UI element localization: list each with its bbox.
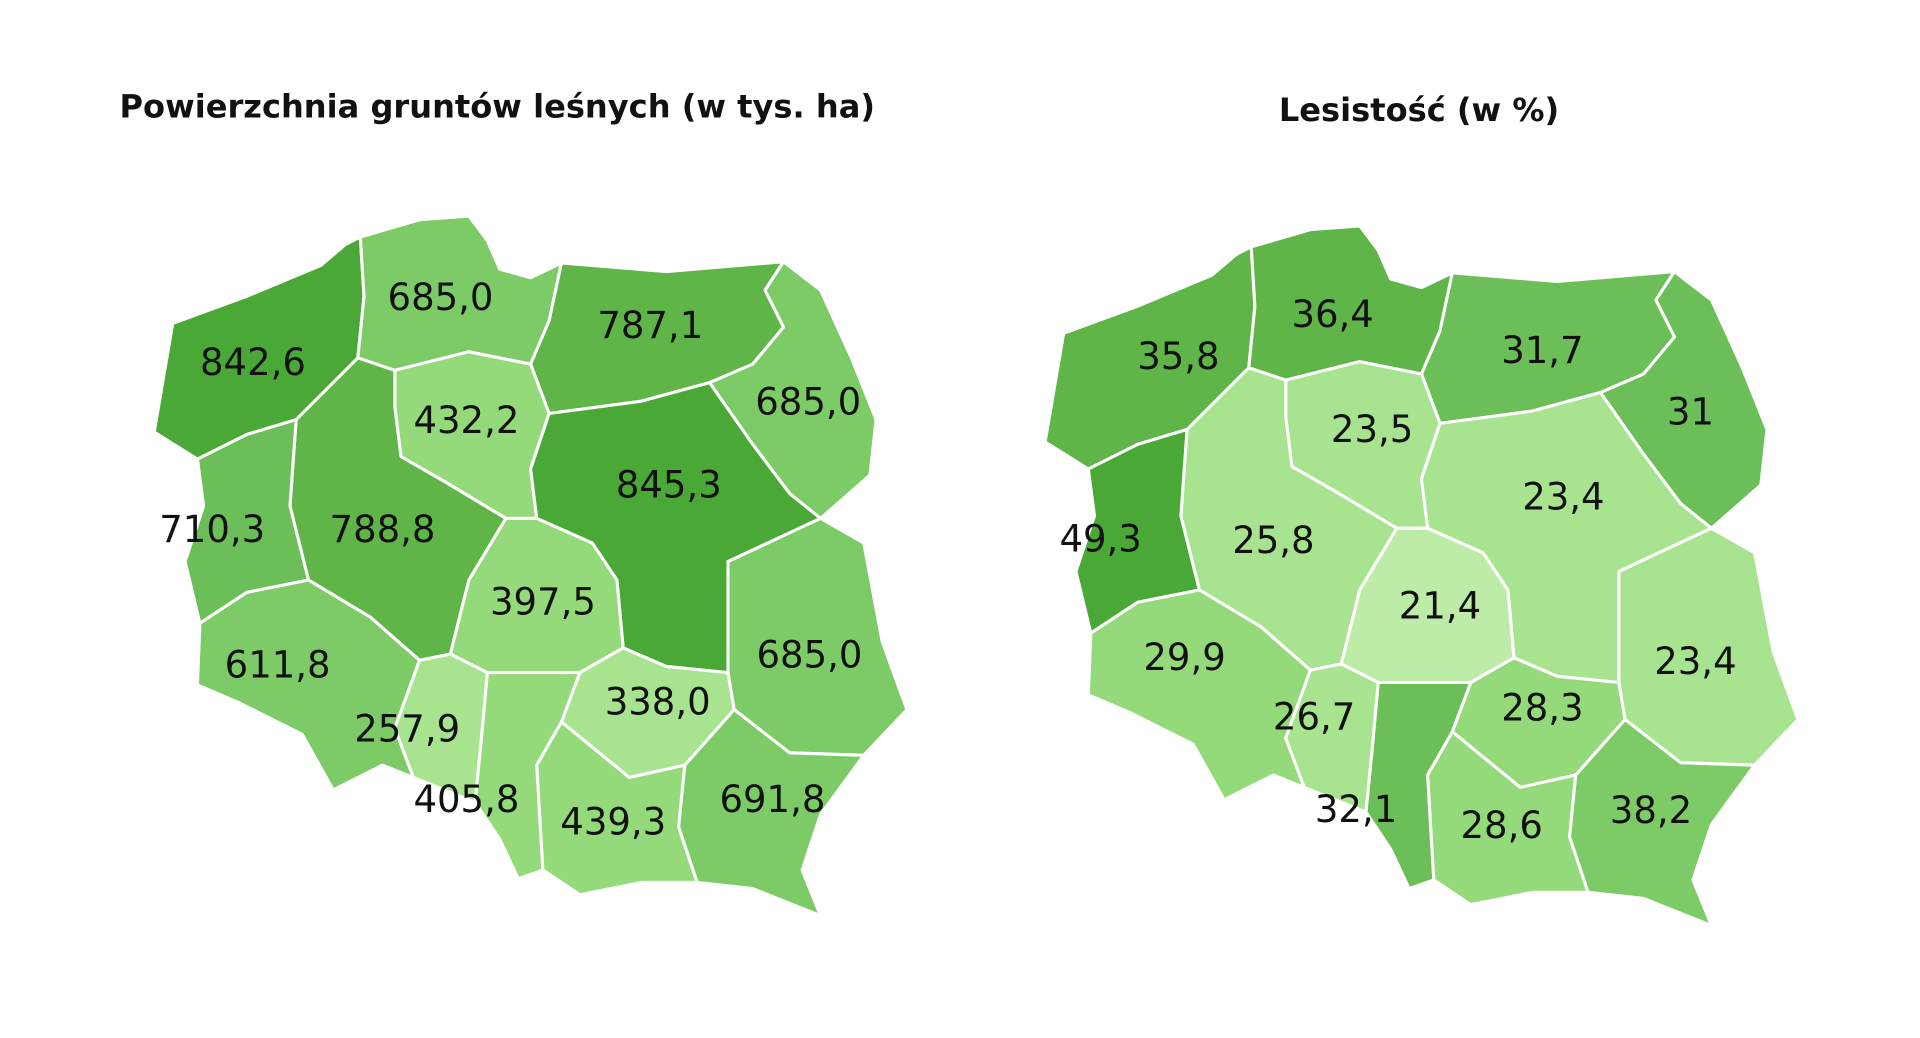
region-shape [1426,730,1590,907]
region-value-label: 23,4 [1654,640,1736,683]
region-value-label: 685,0 [755,381,861,424]
region-value-label: 405,8 [413,778,519,821]
region-value-label: 787,1 [597,304,703,347]
region-value-label: 35,8 [1137,335,1219,378]
region-value-label: 28,6 [1461,804,1543,847]
region-value-label: 788,8 [330,508,436,551]
region-value-label: 432,2 [413,399,519,442]
region-value-label: 32,1 [1315,788,1397,831]
map-forest-area: 842,6 685,0 787,1 685,0 432,2 788,8 710,3 845,3… [152,214,909,918]
region-value-label: 685,0 [388,276,494,319]
region-value-label: 611,8 [225,644,331,687]
region-value-label: 439,3 [560,800,666,843]
region-shape [535,720,699,897]
region-value-label: 21,4 [1399,584,1481,627]
region-value-label: 36,4 [1291,293,1373,336]
region-value-label: 29,9 [1143,636,1225,679]
map-title-forest-area: Powierzchnia gruntów leśnych (w tys. ha) [120,87,875,125]
region-value-label: 338,0 [605,681,711,724]
region-value-label: 685,0 [756,634,862,677]
region-shape [1568,717,1757,928]
region-value-label: 26,7 [1273,695,1355,738]
region-value-label: 842,6 [200,341,306,384]
region-shape [677,708,866,918]
region-value-label: 397,5 [490,581,596,624]
region-value-label: 49,3 [1059,518,1141,561]
region-value-label: 25,8 [1232,519,1314,562]
map-forest-cover: 35,8 36,4 31,7 31 23,5 25,8 49,3 23,4 21,4 29,9 26… [1043,224,1800,928]
region-value-label: 38,2 [1610,789,1692,832]
region-value-label: 31,7 [1501,329,1583,372]
region-value-label: 23,4 [1522,476,1604,519]
region-value-label: 28,3 [1501,687,1583,730]
region-value-label: 710,3 [159,508,265,551]
map-title-forest-cover: Lesistość (w %) [1279,91,1559,129]
region-value-label: 257,9 [354,708,460,751]
region-value-label: 23,5 [1331,408,1413,451]
region-value-label: 691,8 [719,778,825,821]
region-value-label: 31 [1667,391,1714,434]
region-value-label: 845,3 [616,463,722,506]
